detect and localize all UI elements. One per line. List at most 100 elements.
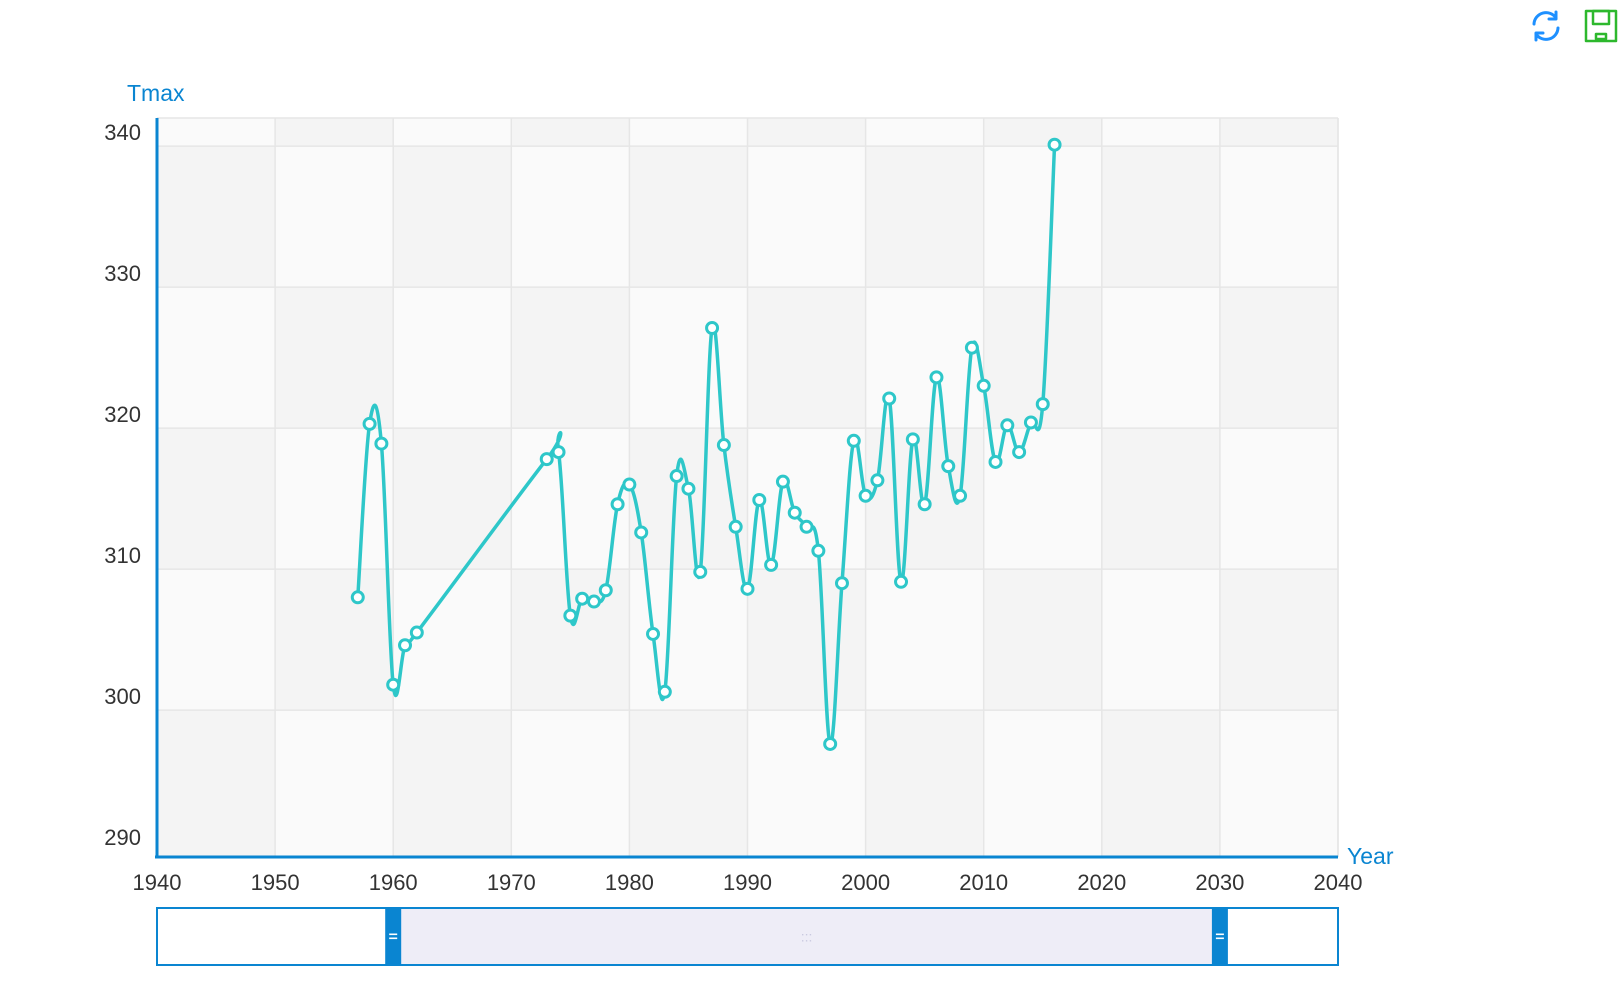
background-band [393,287,512,429]
data-point[interactable] [622,477,637,492]
background-band [1101,287,1220,429]
x-tick-label: 2020 [1077,870,1126,895]
x-tick-label: 1940 [133,870,182,895]
data-point[interactable] [598,583,613,598]
data-point[interactable] [1012,445,1027,460]
data-point[interactable] [905,432,920,447]
data-point[interactable] [1035,397,1050,412]
data-point[interactable] [752,493,767,508]
data-point[interactable] [409,625,424,640]
data-point[interactable] [728,519,743,534]
data-point[interactable] [1023,415,1038,430]
background-band [275,428,394,570]
data-point[interactable] [657,684,672,699]
y-tick-label: 320 [104,402,141,427]
data-point[interactable] [1000,418,1015,433]
zoom-handle-right[interactable] [1211,908,1228,965]
handle-grip-line [389,937,398,940]
background-band [747,710,866,857]
background-band [275,146,394,288]
data-point[interactable] [681,481,696,496]
data-point[interactable] [882,391,897,406]
data-point[interactable] [858,488,873,503]
x-tick-label: 2000 [841,870,890,895]
zoom-selection[interactable] [393,909,1220,964]
background-band [511,287,630,429]
data-point[interactable] [787,505,802,520]
y-axis-tick-labels: 290 300 310 320 330 340 [104,120,141,850]
data-point[interactable] [586,594,601,609]
x-tick-label: 1950 [251,870,300,895]
data-point[interactable] [823,736,838,751]
data-point[interactable] [398,638,413,653]
data-point[interactable] [551,445,566,460]
handle-grip-line [1215,933,1224,936]
background-band [747,569,866,711]
data-point[interactable] [894,574,909,589]
background-band [157,569,276,711]
handle-grip-line [389,933,398,936]
data-point[interactable] [929,370,944,385]
data-point[interactable] [846,433,861,448]
plot-background-bands [157,118,1338,857]
data-point[interactable] [764,557,779,572]
data-point[interactable] [775,474,790,489]
data-point[interactable] [669,469,684,484]
data-zoom-slider[interactable]: ::: [156,907,1339,966]
data-point[interactable] [575,591,590,606]
data-point[interactable] [917,497,932,512]
background-band [983,710,1102,857]
data-point[interactable] [374,436,389,451]
handle-grip-line [1215,937,1224,940]
background-band [275,710,394,857]
data-point[interactable] [870,473,885,488]
background-band [1101,146,1220,288]
y-tick-label: 330 [104,261,141,286]
data-point[interactable] [834,576,849,591]
background-band [983,146,1102,288]
data-point[interactable] [646,626,661,641]
data-point[interactable] [693,564,708,579]
background-band [1219,569,1338,711]
series-tmax [350,137,1062,751]
data-point[interactable] [386,677,401,692]
data-point[interactable] [953,488,968,503]
data-point[interactable] [811,543,826,558]
background-band [1101,118,1220,147]
data-point[interactable] [1047,137,1062,152]
data-point[interactable] [976,378,991,393]
data-point[interactable] [563,608,578,623]
background-band [629,118,748,147]
data-point[interactable] [362,416,377,431]
background-band [393,710,512,857]
zoom-drag-grip[interactable]: ::: [801,929,813,945]
background-band [865,118,984,147]
background-band [629,710,748,857]
data-point[interactable] [941,459,956,474]
zoom-handle-left[interactable] [385,908,402,965]
save-as-image-icon [1584,9,1618,43]
data-point[interactable] [988,454,1003,469]
background-band [157,428,276,570]
restore-button[interactable] [1528,8,1564,44]
data-point[interactable] [740,581,755,596]
x-tick-label: 1960 [369,870,418,895]
save-image-button[interactable] [1583,8,1618,44]
x-tick-label: 1990 [723,870,772,895]
background-band [157,146,276,288]
data-point[interactable] [964,340,979,355]
background-band [983,118,1102,147]
data-point[interactable] [350,590,365,605]
data-point[interactable] [716,438,731,453]
background-band [1219,287,1338,429]
x-axis-title: Year [1347,843,1394,869]
data-point[interactable] [610,497,625,512]
data-point[interactable] [705,320,720,335]
y-axis-title: Tmax [127,80,185,106]
background-band [511,428,630,570]
background-band [983,569,1102,711]
data-point[interactable] [799,519,814,534]
data-point[interactable] [539,452,554,467]
data-point[interactable] [634,525,649,540]
